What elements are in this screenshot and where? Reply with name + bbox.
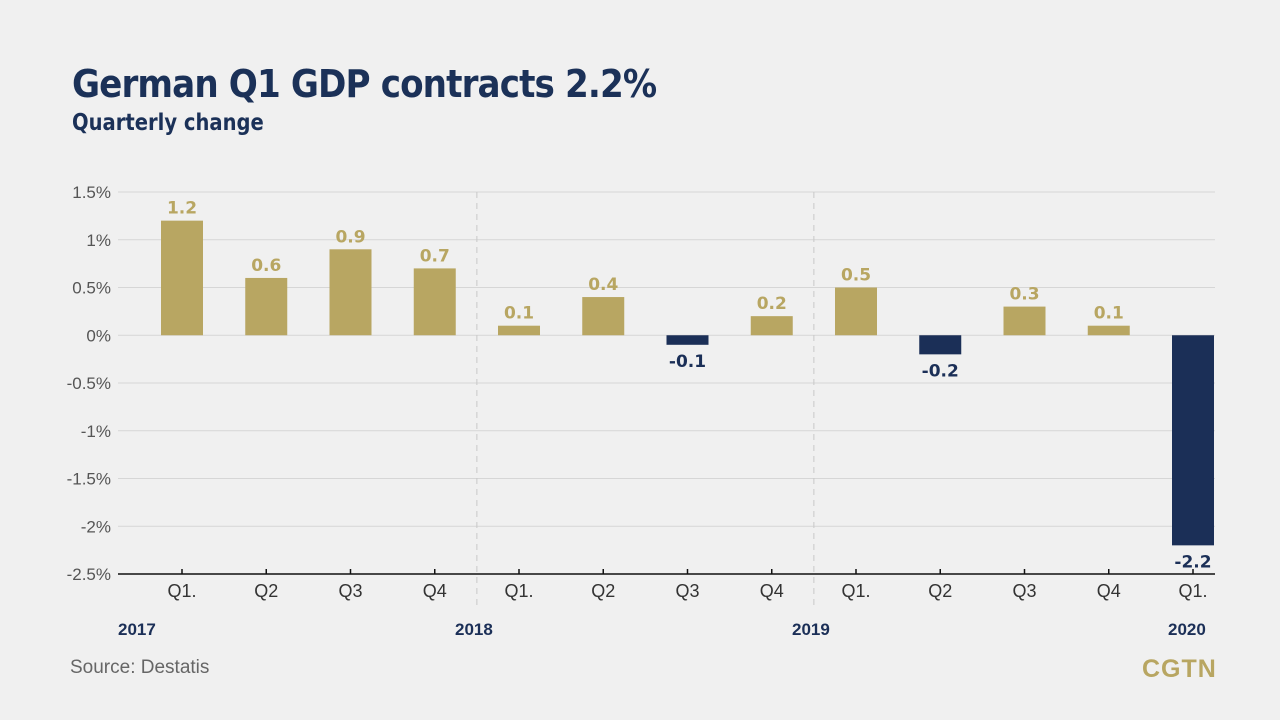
data-label: 0.2 <box>757 294 787 314</box>
year-label: 2018 <box>455 620 493 639</box>
data-label: 1.2 <box>167 199 197 219</box>
bar <box>666 335 709 345</box>
x-tick-label: Q3 <box>675 581 699 601</box>
chart-title: German Q1 GDP contracts 2.2% <box>72 62 657 106</box>
y-tick-label: 0% <box>86 326 111 345</box>
bar <box>1087 325 1130 336</box>
bar <box>413 268 456 336</box>
data-label: 0.1 <box>504 304 534 324</box>
y-tick-label: -1% <box>81 422 111 441</box>
bar <box>498 325 540 336</box>
bar <box>329 249 372 336</box>
data-label: -2.2 <box>1174 552 1211 572</box>
y-tick-label: 1% <box>86 231 111 250</box>
x-tick-label: Q1. <box>167 581 196 601</box>
bar <box>919 335 962 355</box>
y-tick-label: 0.5% <box>72 279 111 298</box>
x-tick-label: Q4 <box>423 581 447 601</box>
data-label: -0.2 <box>922 361 959 381</box>
x-tick-label: Q2 <box>591 581 615 601</box>
y-tick-label: -2% <box>81 517 111 536</box>
x-tick-label: Q4 <box>1097 581 1121 601</box>
cgtn-logo: CGTN <box>1142 655 1217 683</box>
data-label: 0.7 <box>420 246 450 266</box>
x-tick-label: Q1. <box>841 581 870 601</box>
x-tick-label: Q2 <box>254 581 278 601</box>
data-label: 0.4 <box>588 275 618 295</box>
bar <box>245 277 288 336</box>
y-tick-label: -1.5% <box>67 470 111 489</box>
x-tick-label: Q1. <box>504 581 533 601</box>
data-label: 0.5 <box>841 266 871 286</box>
y-tick-label: 1.5% <box>72 183 111 202</box>
y-tick-label: -0.5% <box>67 374 111 393</box>
bar <box>835 287 877 336</box>
year-label: 2020 <box>1168 620 1206 639</box>
data-label: 0.6 <box>251 256 281 276</box>
bar <box>161 220 203 336</box>
source-note: Source: Destatis <box>70 657 210 678</box>
year-label: 2017 <box>118 620 156 639</box>
bar <box>582 297 625 336</box>
x-tick-label: Q4 <box>760 581 784 601</box>
x-tick-label: Q2 <box>928 581 952 601</box>
data-label: 0.1 <box>1094 304 1124 324</box>
bar <box>1172 335 1214 546</box>
chart-subtitle: Quarterly change <box>72 110 264 136</box>
y-tick-label: -2.5% <box>67 565 111 584</box>
year-label: 2019 <box>792 620 830 639</box>
data-label: -0.1 <box>669 352 706 372</box>
x-tick-label: Q1. <box>1178 581 1207 601</box>
x-tick-label: Q3 <box>1012 581 1036 601</box>
bar <box>1003 306 1046 336</box>
data-label: 0.3 <box>1009 285 1039 305</box>
bar <box>750 316 793 336</box>
data-label: 0.9 <box>335 227 365 247</box>
x-tick-label: Q3 <box>338 581 362 601</box>
